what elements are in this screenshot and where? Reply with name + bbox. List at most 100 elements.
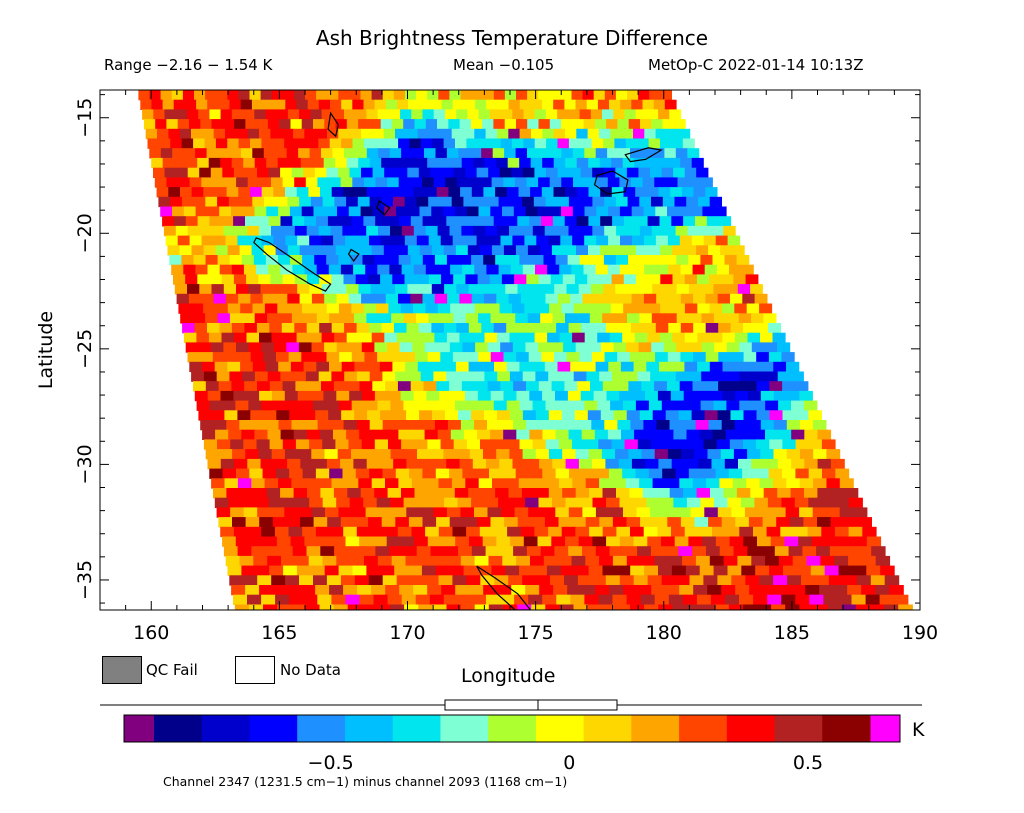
heatmap-cell [440,128,453,140]
heatmap-cell [499,167,512,178]
heatmap-cell [259,332,273,343]
heatmap-cell [398,293,411,305]
colorbar-segment [392,715,441,742]
heatmap-cell [215,187,228,198]
heatmap-cell [302,255,315,266]
heatmap-cell [447,420,462,431]
heatmap-cell [265,361,279,373]
heatmap-cell [617,420,631,431]
heatmap-cell [280,371,294,382]
heatmap-cell [483,585,498,596]
heatmap-cell [495,255,508,266]
heatmap-cell [589,313,603,324]
heatmap-cell [592,536,607,547]
heatmap-cell [673,119,686,130]
heatmap-cell [469,449,484,460]
heatmap-cell [395,128,407,140]
heatmap-cell [295,381,309,392]
heatmap-cell [247,526,262,538]
heatmap-cell [875,585,890,596]
heatmap-cell [795,439,810,450]
heatmap-cell [718,614,733,624]
heatmap-cell [595,585,610,596]
heatmap-cell [675,575,690,586]
heatmap-cell [735,390,749,402]
heatmap-cell [635,187,648,198]
heatmap-cell [592,497,607,508]
heatmap-cell [438,575,453,586]
heatmap-cell [835,497,850,508]
heatmap-cell [246,274,259,285]
heatmap-cell [344,109,356,120]
heatmap-cell [220,157,233,169]
heatmap-cell [375,604,391,610]
heatmap-cell [767,497,782,508]
satellite-time-text: MetOp-C 2022-01-14 10:13Z [648,56,864,74]
heatmap-cell [261,342,275,353]
heatmap-cell [406,458,421,470]
heatmap-cell [584,235,597,246]
heatmap-cell [401,148,414,159]
heatmap-cell [635,274,649,285]
heatmap-cell [287,400,301,411]
heatmap-cell [331,274,345,285]
heatmap-cell [358,284,372,295]
coastline-loyalty-islands [347,248,360,263]
heatmap-cell [475,342,489,353]
heatmap-cell [606,536,621,547]
heatmap-cell [519,128,532,140]
heatmap-cell [631,458,646,470]
heatmap-cell [588,216,601,227]
heatmap-cell [602,381,617,392]
heatmap-cell [514,594,529,605]
heatmap-cell [254,313,268,324]
heatmap-cell [341,313,355,324]
heatmap-cell [664,99,677,110]
heatmap-cell [542,99,554,110]
heatmap-cell [313,119,325,130]
heatmap-cell [273,235,286,246]
heatmap-cell [336,614,351,624]
heatmap-cell [450,157,463,169]
heatmap-cell [552,216,566,227]
heatmap-cell [425,478,440,489]
heatmap-cell [410,575,426,586]
heatmap-cell [427,439,442,450]
heatmap-cell [706,478,721,489]
heatmap-cell [730,410,745,421]
heatmap-cell [149,90,162,101]
heatmap-cell [375,138,388,149]
heatmap-cell [519,400,534,411]
heatmap-cell [648,400,663,411]
heatmap-cell [375,177,388,188]
heatmap-cell [523,138,536,149]
heatmap-cell [575,274,588,285]
heatmap-cell [539,585,554,596]
heatmap-cell [201,177,214,188]
heatmap-cell [345,536,360,547]
heatmap-cell [371,245,385,256]
heatmap-cell [268,216,282,227]
heatmap-cell [346,429,360,440]
heatmap-cell [606,390,620,402]
colorbar-tick-label: −0.5 [308,752,354,774]
heatmap-cell [362,255,376,266]
heatmap-cell [346,196,359,208]
heatmap-cell [189,177,202,188]
heatmap-cell [813,604,829,610]
heatmap-cell [436,517,451,528]
heatmap-cell [499,303,513,314]
heatmap-cell [449,342,464,353]
heatmap-cell [459,458,474,470]
heatmap-cell [644,565,659,576]
heatmap-cell [263,352,277,363]
heatmap-cell [311,245,325,256]
heatmap-cell [680,352,694,363]
heatmap-cell [750,488,765,499]
heatmap-cell [427,90,439,101]
heatmap-cell [573,177,586,188]
heatmap-cell [391,313,405,324]
heatmap-cell [202,361,216,373]
heatmap-cell [623,187,636,198]
heatmap-cell [726,400,740,411]
